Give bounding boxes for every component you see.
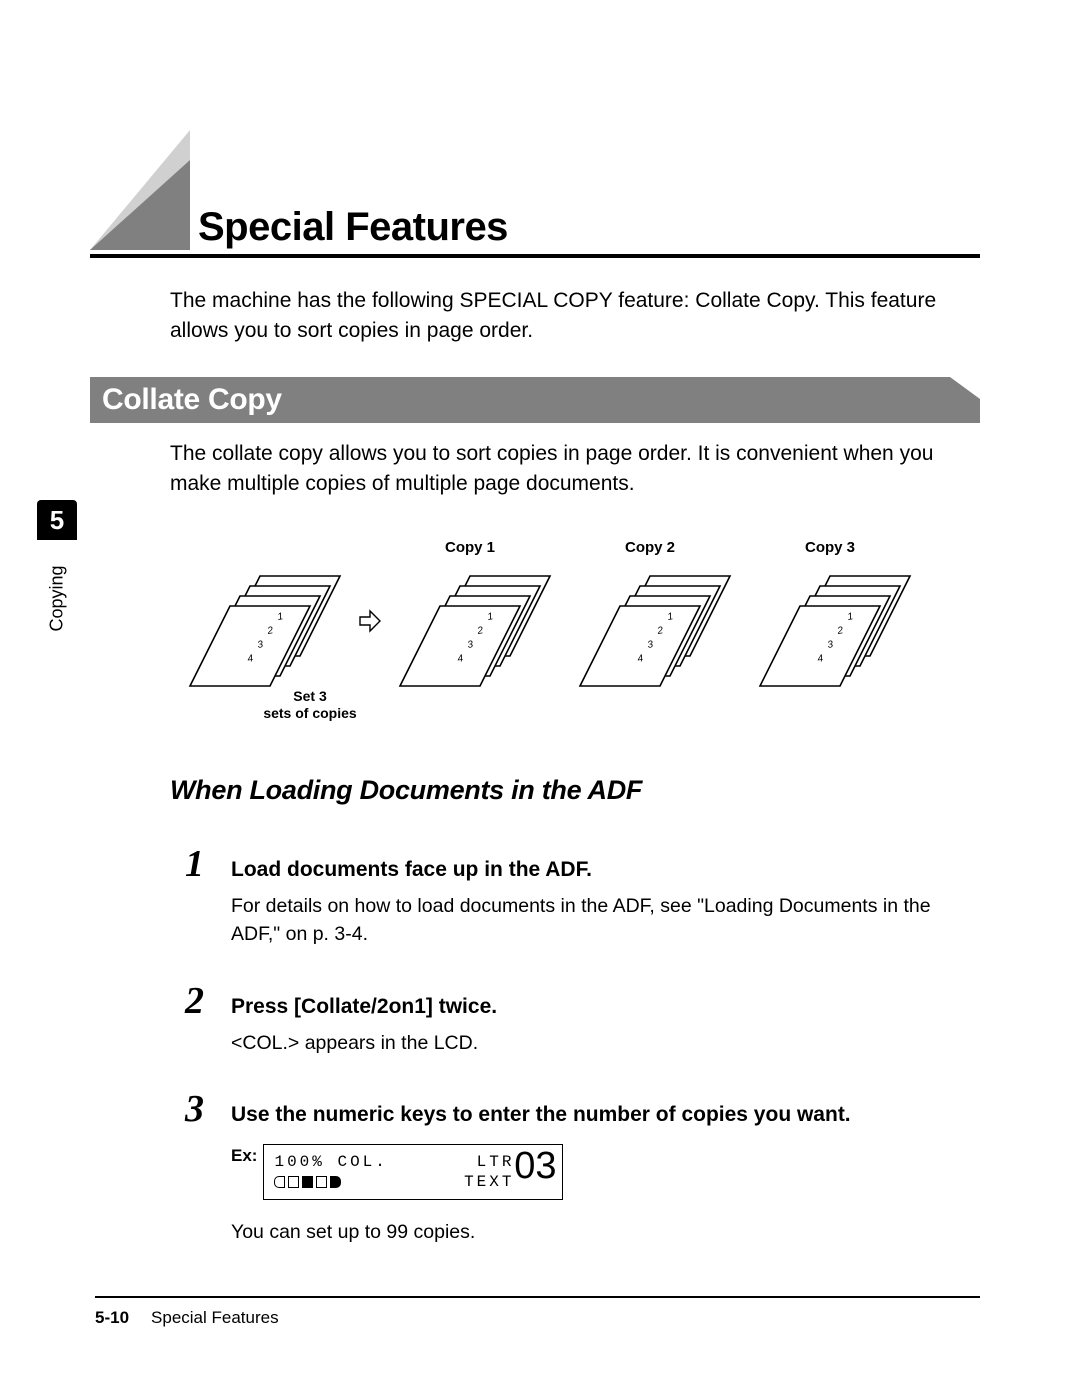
chapter-tab: 5 Copying [37, 500, 77, 609]
page-title: Special Features [198, 205, 508, 250]
lcd-quality-mode: TEXT [464, 1174, 514, 1190]
section-heading-collate: Collate Copy [90, 377, 980, 423]
step-2: 2 Press [Collate/2on1] twice. <COL.> app… [185, 979, 980, 1058]
diagram-set-line1: Set 3 [293, 688, 327, 704]
step-description: <COL.> appears in the LCD. [231, 1029, 980, 1057]
title-underline [90, 254, 980, 258]
lcd-paper-size: LTR [477, 1154, 515, 1170]
footer-title: Special Features [151, 1308, 279, 1328]
lcd-example-row: Ex: 100% COL. LTR TEX [231, 1144, 980, 1200]
chapter-number-badge: 5 [37, 500, 77, 540]
step-content: Use the numeric keys to enter the number… [231, 1100, 980, 1246]
step-1: 1 Load documents face up in the ADF. For… [185, 842, 980, 949]
diagram-label-copy3: Copy 3 [805, 539, 855, 556]
toner-gauge-icon [274, 1176, 342, 1188]
chapter-label: Copying [47, 565, 68, 631]
page-footer: 5-10 Special Features [95, 1296, 980, 1328]
step-description: For details on how to load documents in … [231, 892, 980, 949]
title-triangle-icon [90, 130, 190, 250]
step-number: 2 [185, 979, 231, 1023]
subheading-adf: When Loading Documents in the ADF [170, 775, 980, 806]
collate-diagram: Copy 1 Copy 2 Copy 3 1 2 3 4 [170, 536, 980, 731]
lcd-copy-count: 03 [514, 1147, 556, 1185]
diagram-label-copy2: Copy 2 [625, 539, 675, 556]
step-content: Load documents face up in the ADF. For d… [231, 855, 980, 949]
step-title: Press [Collate/2on1] twice. [231, 992, 980, 1021]
step-number: 3 [185, 1087, 231, 1131]
step-number: 1 [185, 842, 231, 886]
page: 5 Copying Special Features The machine h… [0, 0, 1080, 1388]
step-title: Load documents face up in the ADF. [231, 855, 980, 884]
lcd-display: 100% COL. LTR TEXT 03 [263, 1144, 563, 1200]
arrow-right-icon [360, 611, 380, 631]
title-row: Special Features [90, 130, 980, 250]
lcd-ex-label: Ex: [231, 1146, 257, 1166]
footer-page-number: 5-10 [95, 1308, 129, 1328]
lcd-zoom-mode: 100% COL. [274, 1154, 387, 1170]
step-title: Use the numeric keys to enter the number… [231, 1100, 980, 1129]
section-body-collate: The collate copy allows you to sort copi… [170, 439, 980, 500]
diagram-label-copy1: Copy 1 [445, 539, 495, 556]
intro-paragraph: The machine has the following SPECIAL CO… [170, 286, 980, 347]
diagram-set-line2: sets of copies [263, 705, 357, 721]
step-description-after: You can set up to 99 copies. [231, 1218, 980, 1246]
step-content: Press [Collate/2on1] twice. <COL.> appea… [231, 992, 980, 1058]
step-3: 3 Use the numeric keys to enter the numb… [185, 1087, 980, 1246]
